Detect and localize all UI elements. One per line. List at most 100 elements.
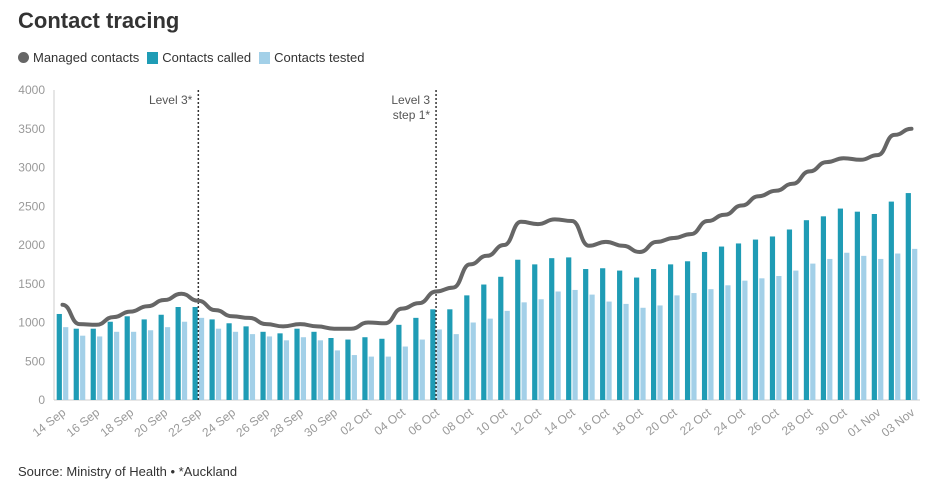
y-tick-label: 1000 <box>18 316 45 330</box>
bar <box>379 338 385 400</box>
bar <box>181 321 188 400</box>
bar <box>742 280 748 400</box>
x-tick-label: 20 Sep <box>132 405 171 440</box>
x-tick-label: 01 Nov <box>845 405 884 439</box>
x-tick-label: 14 Sep <box>30 405 69 440</box>
legend-swatch <box>147 51 159 64</box>
bar <box>657 305 663 400</box>
bar <box>589 294 595 400</box>
bar <box>487 318 493 400</box>
bar <box>260 331 266 400</box>
bar <box>226 323 232 400</box>
bar <box>158 314 164 400</box>
x-tick-label: 20 Oct <box>643 405 680 438</box>
bar <box>837 208 843 400</box>
bar <box>385 356 391 400</box>
bar <box>362 337 368 400</box>
x-tick-label: 22 Oct <box>677 405 714 438</box>
legend-item: Managed contacts <box>18 50 139 65</box>
bar <box>844 252 850 400</box>
bar <box>793 270 799 400</box>
legend-item: Contacts tested <box>259 50 364 65</box>
chart: 0 500 1000 1500 2000 2500 3000 3500 4000 Level 3*… <box>18 83 920 440</box>
bar <box>481 284 487 400</box>
bar <box>718 246 725 400</box>
bar <box>56 313 62 400</box>
bar <box>549 258 555 400</box>
bar <box>827 258 833 400</box>
bar <box>328 338 334 400</box>
x-tick-label: 26 Sep <box>234 405 273 440</box>
bar <box>538 299 544 400</box>
bar <box>498 276 504 400</box>
bar <box>317 340 323 400</box>
bar <box>691 293 697 400</box>
bar <box>311 331 317 400</box>
bar <box>854 211 860 400</box>
bar <box>300 337 307 400</box>
bar <box>701 251 708 400</box>
y-tick-label: 500 <box>25 354 45 368</box>
bar <box>97 336 103 400</box>
bar <box>175 307 181 400</box>
bar <box>164 327 171 400</box>
bar <box>572 289 578 400</box>
x-tick-label: 30 Oct <box>813 405 850 438</box>
bar <box>402 346 408 400</box>
bar <box>667 264 674 400</box>
bar <box>396 324 402 400</box>
bar <box>73 328 79 400</box>
x-tick-label: 18 Oct <box>609 405 646 438</box>
bar <box>294 328 300 400</box>
legend-item: Contacts called <box>147 50 251 65</box>
x-tick-label: 24 Oct <box>711 405 748 438</box>
y-tick-label: 1500 <box>18 277 45 291</box>
x-tick-label: 28 Sep <box>267 405 306 440</box>
bar <box>198 317 205 400</box>
x-tick-label: 18 Sep <box>98 405 137 440</box>
bar <box>583 269 589 400</box>
bar <box>80 335 86 400</box>
bar <box>810 263 816 400</box>
bar <box>453 334 459 400</box>
bar <box>419 339 425 400</box>
bar <box>684 261 691 400</box>
bar <box>368 356 374 400</box>
bar <box>266 336 273 400</box>
bar <box>107 321 113 400</box>
bar <box>334 350 340 400</box>
bar <box>708 289 714 400</box>
bar <box>555 291 561 400</box>
bar <box>249 334 256 400</box>
legend-label: Contacts called <box>162 50 252 65</box>
bar <box>606 301 612 400</box>
y-tick-label: 2000 <box>18 238 45 252</box>
bar <box>470 322 476 400</box>
bar <box>345 339 351 400</box>
y-tick-label: 0 <box>38 393 45 407</box>
x-tick-label: 08 Oct <box>439 405 476 438</box>
bar <box>141 319 147 400</box>
bar <box>640 307 646 400</box>
bar <box>124 316 130 400</box>
bar <box>413 317 419 400</box>
bar <box>209 319 215 400</box>
bar <box>90 328 96 400</box>
bar <box>905 193 911 400</box>
legend-swatch <box>259 51 271 64</box>
bar <box>878 258 884 400</box>
y-tick-label: 2500 <box>18 199 45 213</box>
bar <box>769 236 776 400</box>
bar <box>888 201 894 400</box>
bar <box>735 243 742 400</box>
x-tick-label: 22 Sep <box>166 405 205 440</box>
x-tick-label: 24 Sep <box>200 405 239 440</box>
bar <box>803 220 810 400</box>
y-tick-label: 4000 <box>18 83 45 97</box>
bar <box>114 331 120 400</box>
bar <box>600 268 606 400</box>
x-tick-label: 04 Oct <box>371 405 408 438</box>
bar <box>759 278 765 400</box>
x-tick-label: 16 Oct <box>575 405 612 438</box>
bar <box>651 269 657 400</box>
